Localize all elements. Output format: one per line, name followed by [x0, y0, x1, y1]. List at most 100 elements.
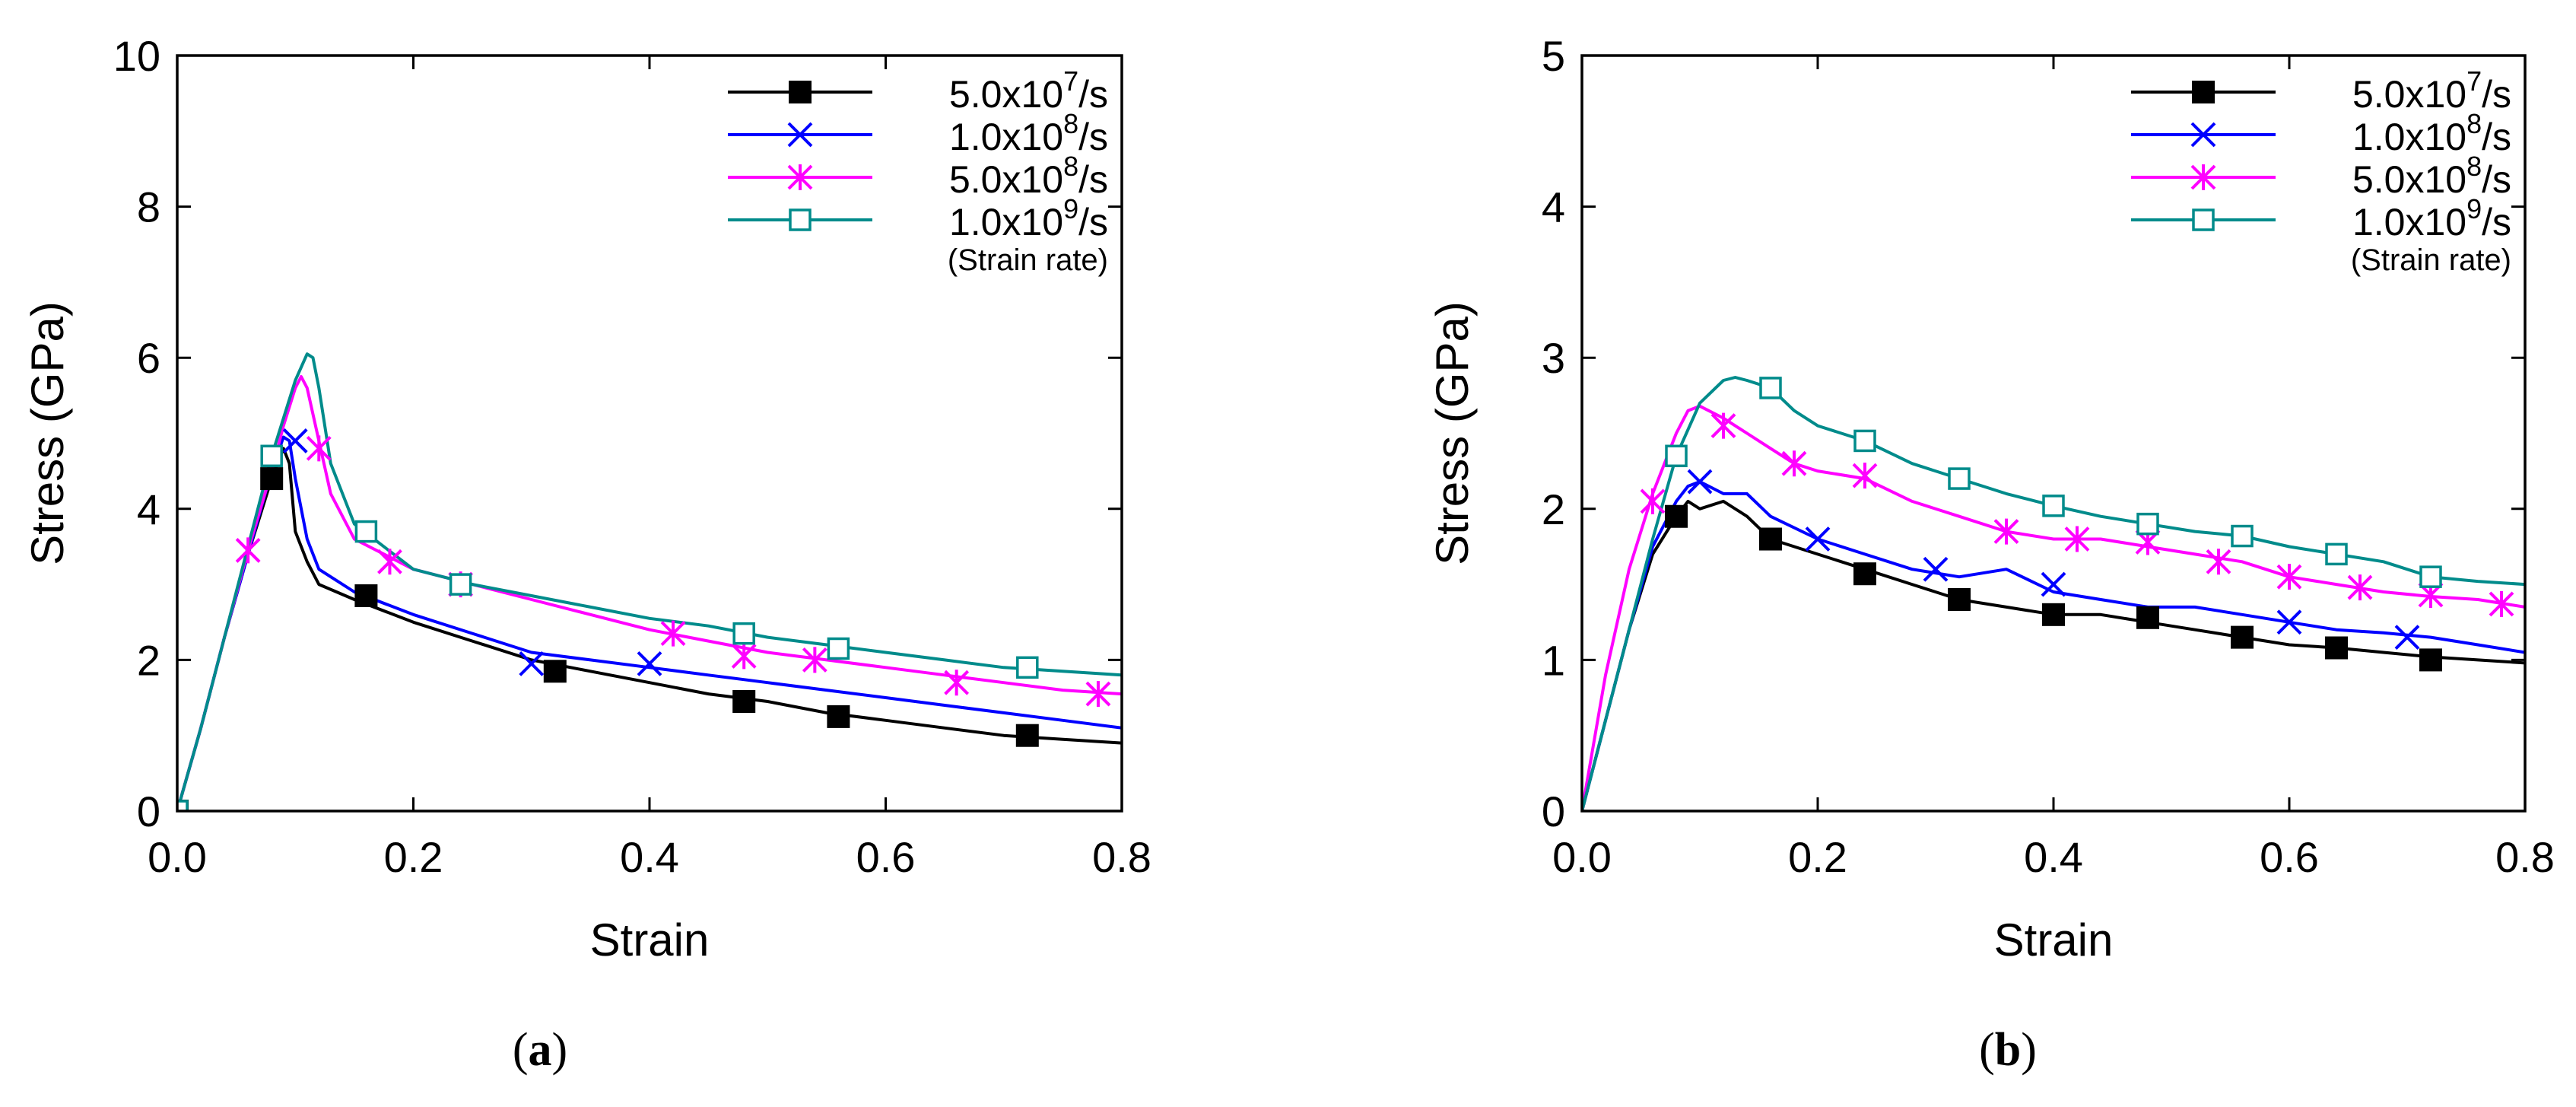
x-tick-label: 0.0: [1552, 833, 1612, 881]
legend-note: (Strain rate): [2351, 243, 2511, 277]
series-3-marker: [1993, 518, 2019, 545]
series-4-marker: [1853, 429, 1876, 453]
legend-label-1: 5.0x107/s: [2352, 65, 2511, 116]
legend-label-2: 1.0x108/s: [2352, 108, 2511, 158]
series-3-marker: [377, 549, 402, 575]
y-tick-label: 6: [137, 334, 160, 382]
series-4-marker: [2325, 542, 2348, 566]
series-3-marker: [235, 537, 261, 564]
series-2-marker: [282, 428, 308, 453]
y-tick-label: 8: [137, 183, 160, 231]
x-tick-label: 0.4: [620, 833, 679, 881]
series-line-2: [1582, 480, 2525, 811]
series-1-marker: [2136, 606, 2159, 629]
caption-b: (b): [1979, 1024, 2037, 1076]
x-tick-label: 0.2: [384, 833, 443, 881]
series-4-marker: [732, 622, 755, 645]
series-1-marker: [1015, 724, 1039, 747]
legend-marker-2: [787, 122, 813, 148]
x-tick-label: 0.8: [2495, 833, 2555, 881]
series-4-marker: [449, 573, 472, 596]
series-line-2: [177, 435, 1122, 811]
series-3-marker: [802, 647, 827, 673]
chart-panel-b: 0.0 0.2 0.4 0.6 0.8 0 1 2 3 4 5 Strain Stress (GPa) 5…: [1427, 32, 2555, 965]
series-line-4: [1582, 376, 2525, 811]
series-2-marker: [1805, 526, 1831, 552]
series-4-marker: [177, 800, 189, 811]
series-3-marker: [1085, 681, 1111, 708]
series-4-marker: [260, 444, 283, 468]
series-line-1: [177, 447, 1122, 811]
series-3-marker: [1852, 463, 1878, 489]
y-tick-label: 5: [1542, 32, 1565, 80]
series-2-marker: [637, 651, 662, 676]
legend-label-3: 5.0x108/s: [949, 151, 1108, 201]
plot-frame: [176, 54, 1123, 813]
y-tick-label: 2: [1542, 485, 1565, 533]
series-2-marker: [2041, 571, 2066, 597]
series-4-marker: [2231, 524, 2254, 548]
y-tick-label: 4: [137, 485, 160, 533]
series-3-marker: [944, 670, 970, 696]
series-4-marker: [1759, 377, 1782, 399]
series-4-marker: [2042, 495, 2065, 517]
caption-a-letter: a: [528, 1024, 552, 1076]
legend-marker-2: [2190, 122, 2216, 148]
series-3-marker: [1710, 412, 1736, 439]
legend-marker-4: [789, 208, 812, 231]
x-tick-label: 0.8: [1092, 833, 1151, 881]
series-2-marker: [2394, 625, 2420, 651]
series-3-marker: [306, 435, 332, 462]
x-tick-label: 0.6: [2260, 833, 2319, 881]
series-1-marker: [1665, 504, 1688, 528]
y-tick-label: 10: [113, 32, 160, 80]
caption-b-letter: b: [1994, 1024, 2022, 1076]
series-1-marker: [2231, 625, 2254, 649]
series-1-marker: [2325, 636, 2348, 660]
series-3-marker: [1781, 450, 1807, 477]
y-axis-label: Stress (GPa): [1427, 301, 1478, 565]
series-4-marker: [2419, 565, 2442, 588]
series-1-marker: [1948, 587, 1971, 611]
series-2-marker: [1923, 556, 1949, 582]
x-axis-label: Strain: [1994, 915, 2114, 965]
x-tick-label: 0.2: [1788, 833, 1847, 881]
y-tick-label: 2: [137, 636, 160, 684]
y-tick-label: 3: [1542, 334, 1565, 382]
series-line-1: [1582, 499, 2525, 811]
x-tick-label: 0.6: [856, 833, 916, 881]
caption-a: (a): [512, 1024, 568, 1076]
series-3-marker: [2064, 526, 2090, 552]
y-axis-label: Stress (GPa): [22, 301, 73, 565]
chart-panel-a: 0.0 0.2 0.4 0.6 0.8 0 2 4 6 8 10 Strain Stress (GPa)…: [22, 32, 1151, 965]
series-4-marker: [827, 637, 850, 660]
series-3-marker: [731, 643, 757, 670]
series-1-marker: [354, 584, 378, 607]
series-line-3: [1582, 404, 2525, 811]
legend-note: (Strain rate): [948, 243, 1108, 277]
series-2-marker: [2276, 609, 2302, 635]
series-4-marker: [1665, 444, 1688, 468]
legend-marker-3: [2190, 164, 2216, 190]
y-tick-label: 1: [1542, 636, 1565, 684]
series-4-marker: [1016, 656, 1039, 679]
series-3-marker: [660, 620, 686, 647]
series-1-marker: [260, 467, 284, 491]
series-3-marker: [2276, 564, 2302, 590]
series-4-marker: [2136, 512, 2159, 536]
legend-marker-1: [789, 81, 812, 103]
series-1-marker: [732, 690, 756, 714]
series-3-marker: [2347, 574, 2373, 601]
series-2-marker: [1687, 469, 1713, 495]
series-4-marker: [1948, 467, 1971, 490]
y-tick-label: 0: [1542, 787, 1565, 835]
series-1-marker: [827, 705, 850, 728]
x-tick-label: 0.4: [2024, 833, 2083, 881]
series-1-marker: [2042, 603, 2065, 626]
legend-label-4: 1.0x109/s: [949, 193, 1108, 243]
plot-area: [1582, 376, 2525, 811]
y-tick-label: 4: [1542, 183, 1565, 231]
series-1-marker: [2419, 648, 2442, 672]
legend-marker-1: [2192, 81, 2215, 103]
